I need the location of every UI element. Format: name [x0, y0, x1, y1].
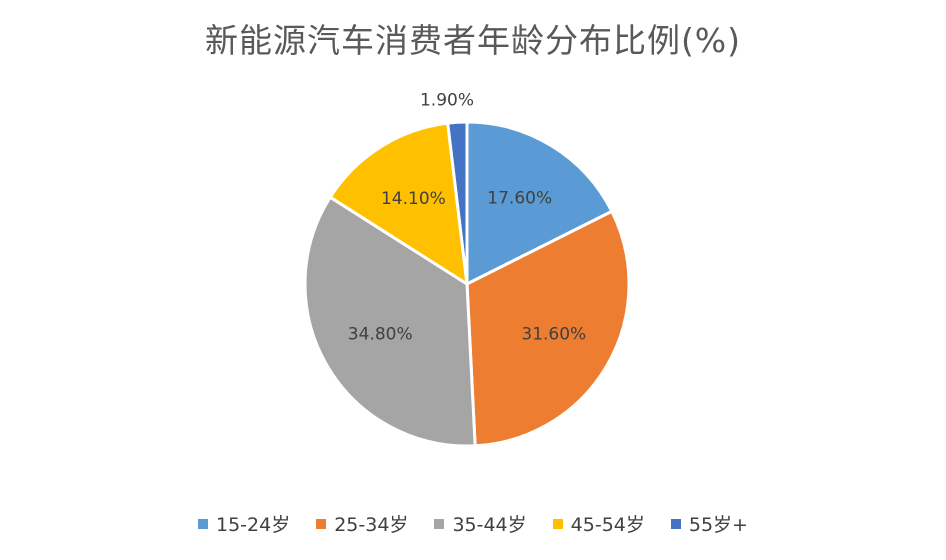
chart-title: 新能源汽车消费者年龄分布比例(%)	[204, 21, 742, 60]
pie-slice-35-44岁	[303, 195, 477, 448]
legend-item-25-34岁: 25-34岁	[316, 510, 408, 537]
legend-swatch	[552, 518, 563, 529]
legend: 15-24岁 25-34岁 35-44岁 45-54岁 55岁+	[0, 510, 946, 537]
legend-item-45-54岁: 45-54岁	[552, 510, 645, 537]
pie-slice-25-34岁	[465, 209, 631, 448]
data-label-35-44岁: 34.80%	[348, 325, 413, 345]
pie-slice-55岁+	[446, 120, 469, 285]
data-label-15-24岁: 17.60%	[487, 189, 552, 209]
legend-label: 45-54岁	[570, 514, 645, 536]
legend-item-15-24岁: 15-24岁	[198, 510, 290, 537]
legend-swatch	[198, 518, 208, 529]
data-label-25-34岁: 31.60%	[521, 325, 586, 345]
legend-label: 35-44岁	[452, 514, 527, 536]
legend-item-55岁+: 55岁+	[670, 510, 748, 537]
pie-slice-45-54岁	[328, 121, 469, 287]
data-label-45-54岁: 14.10%	[381, 189, 446, 209]
legend-swatch	[434, 518, 445, 529]
legend-item-35-44岁: 35-44岁	[434, 510, 527, 537]
legend-label: 15-24岁	[216, 514, 291, 536]
legend-label: 25-34岁	[334, 514, 409, 536]
legend-swatch	[670, 518, 681, 529]
pie-slice-15-24岁	[465, 120, 614, 287]
legend-label: 55岁+	[688, 514, 748, 536]
data-label-55岁+: 1.90%	[420, 90, 474, 110]
legend-swatch	[316, 518, 327, 529]
